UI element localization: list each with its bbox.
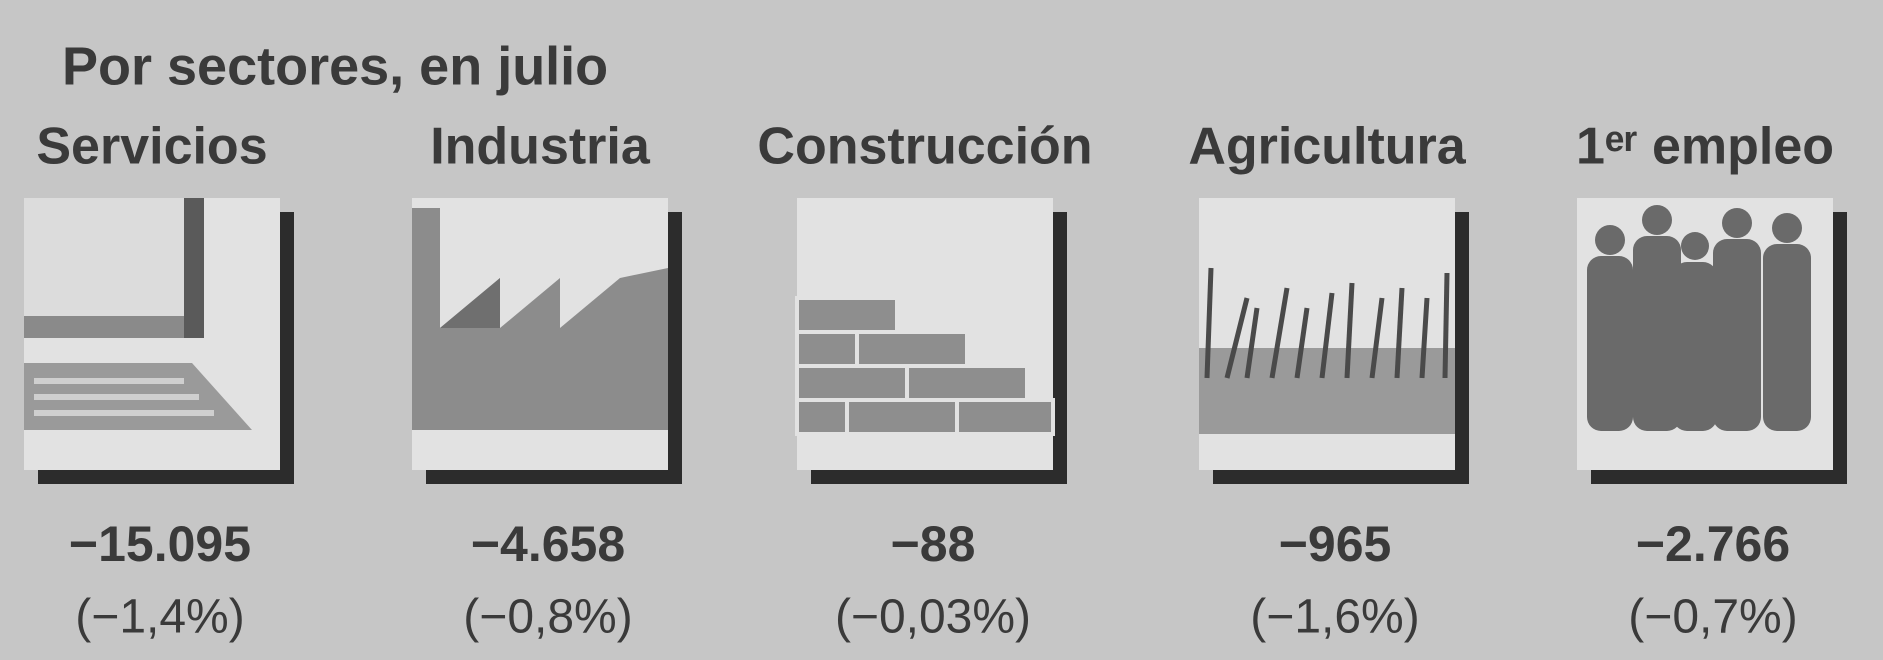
- sector-name: Servicios: [36, 118, 267, 176]
- icon-first-job: [1577, 198, 1847, 484]
- sector-value: −15.095: [69, 516, 251, 572]
- sector-name: Industria: [430, 118, 651, 176]
- sector-percent: (−1,6%): [1250, 591, 1419, 644]
- sector-value: −965: [1279, 516, 1392, 572]
- sector-value: −4.658: [471, 516, 625, 572]
- sector-percent: (−0,8%): [463, 591, 632, 644]
- sector-value: −2.766: [1636, 516, 1790, 572]
- icon-agriculture: [1199, 198, 1469, 484]
- sector-percent: (−0,03%): [835, 591, 1031, 644]
- sector-value: −88: [891, 516, 976, 572]
- icon-services: [24, 198, 294, 484]
- icon-industry: [412, 198, 682, 484]
- sector-percent: (−0,7%): [1628, 591, 1797, 644]
- sector-name: Agricultura: [1188, 118, 1466, 176]
- title: Por sectores, en julio: [62, 36, 608, 96]
- icon-construction: [797, 198, 1067, 484]
- sector-name: 1ᵉʳ empleo: [1576, 118, 1834, 176]
- sector-name: Construcción: [757, 118, 1092, 176]
- infographic: Por sectores, en julio: [0, 0, 1883, 660]
- sector-percent: (−1,4%): [75, 591, 244, 644]
